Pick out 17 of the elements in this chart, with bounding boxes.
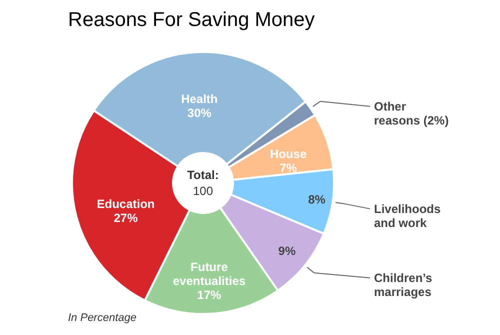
data-label: 7% [280,161,298,176]
slice-label: Livelihoods and work [374,202,441,230]
data-label: 27% [114,210,138,225]
text: 100 [192,184,214,198]
data-label: 17% [197,288,222,302]
chart-title: Reasons For Saving Money [68,9,315,31]
slice-label: Other reasons (2%) [374,99,449,128]
data-label: 8% [308,192,326,207]
slice-label: House [270,147,307,162]
slice-label: Health [181,92,218,106]
data-label: 30% [187,106,212,120]
text: Total: [187,168,219,182]
slice-label: Education [96,196,155,211]
slice-label: Children’s marriages [374,270,433,299]
slice-label: Future eventualities [172,260,246,288]
text: In Percentage [68,312,136,324]
data-label: 9% [278,244,296,258]
